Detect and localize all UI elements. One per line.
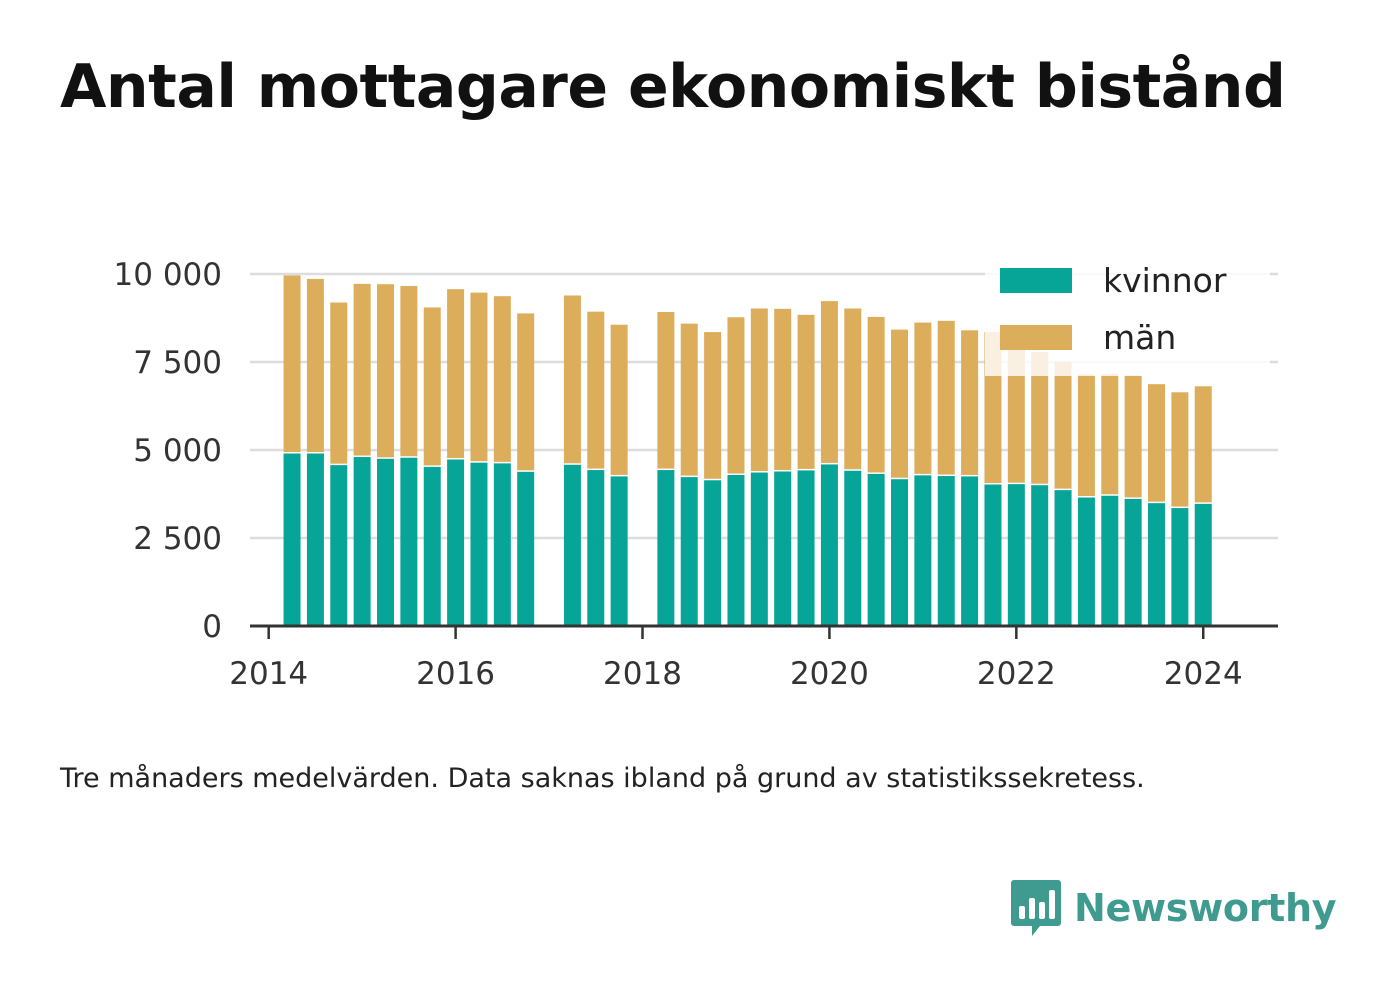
y-tick-label: 0 [202, 609, 222, 645]
bar-kvinnor [657, 470, 675, 625]
bar-kvinnor [610, 476, 628, 625]
bar-män [353, 283, 371, 456]
bar-män [283, 275, 301, 453]
bar-män [587, 311, 605, 469]
bar-kvinnor [587, 470, 605, 625]
bar-kvinnor [1077, 497, 1095, 625]
bar-kvinnor [750, 472, 768, 625]
bar-kvinnor [1148, 503, 1166, 625]
bar-män [1124, 375, 1142, 498]
bar-kvinnor [984, 484, 1002, 625]
bars [283, 275, 1212, 625]
bar-män [1101, 373, 1119, 495]
chart-caption: Tre månaders medelvärden. Data saknas ib… [60, 763, 1145, 794]
bar-män [1194, 386, 1212, 503]
bar-män [493, 296, 511, 462]
bar-män [727, 317, 745, 474]
bar-kvinnor [844, 470, 862, 625]
x-tick-label: 2022 [977, 656, 1056, 692]
bar-män [844, 308, 862, 470]
bar-kvinnor [563, 464, 581, 625]
page-title: Antal mottagare ekonomiskt bistånd [60, 52, 1286, 122]
bar-män [400, 285, 418, 457]
bar-kvinnor [1101, 495, 1119, 625]
bar-män [937, 320, 955, 475]
bar-kvinnor [891, 479, 909, 625]
bar-män [774, 308, 792, 470]
bar-kvinnor [517, 471, 535, 625]
bar-kvinnor [774, 471, 792, 625]
y-tick-label: 7 500 [133, 345, 222, 381]
bar-kvinnor [353, 457, 371, 625]
bar-män [330, 302, 348, 464]
bar-kvinnor [423, 466, 441, 625]
bar-män [750, 308, 768, 472]
bar-kvinnor [961, 476, 979, 625]
bar-kvinnor [1124, 498, 1142, 625]
bar-män [820, 301, 838, 463]
bar-män [797, 314, 815, 469]
bar-kvinnor [283, 453, 301, 625]
bar-kvinnor [680, 477, 698, 625]
legend: kvinnor män [985, 252, 1270, 376]
y-tick-label: 2 500 [133, 521, 222, 557]
bar-kvinnor [1054, 490, 1072, 625]
bar-kvinnor [400, 457, 418, 625]
bar-kvinnor [937, 476, 955, 625]
bar-kvinnor [727, 474, 745, 625]
bar-män [1054, 361, 1072, 489]
x-tick-label: 2020 [790, 656, 869, 692]
bar-kvinnor [914, 475, 932, 625]
bar-män [1007, 340, 1025, 483]
bar-män [377, 284, 395, 458]
bar-kvinnor [704, 480, 722, 625]
legend-swatch-män [1000, 325, 1072, 350]
bar-män [680, 323, 698, 476]
bar-män [610, 324, 628, 475]
bar-kvinnor [820, 464, 838, 625]
bar-kvinnor [306, 453, 324, 625]
bar-män [423, 307, 441, 466]
bar-män [470, 292, 488, 462]
bar-kvinnor [447, 459, 465, 625]
x-tick-label: 2018 [603, 656, 682, 692]
x-tick-label: 2016 [416, 656, 495, 692]
bar-män [563, 295, 581, 464]
legend-label-män: män [1103, 318, 1176, 357]
brand-logo: Newsworthy [1010, 878, 1337, 938]
bar-män [657, 312, 675, 469]
bar-kvinnor [797, 470, 815, 625]
bar-kvinnor [1007, 484, 1025, 625]
bar-kvinnor [377, 458, 395, 625]
x-tick-label: 2014 [229, 656, 308, 692]
axes: 0 2 500 5 000 7 500 10 000 2014 2016 2018 2020 20… [114, 257, 1278, 692]
y-tick-label: 10 000 [114, 257, 222, 293]
bar-män [914, 322, 932, 474]
bar-kvinnor [1031, 485, 1049, 625]
bar-kvinnor [493, 463, 511, 625]
brand-name: Newsworthy [1074, 886, 1337, 930]
bar-män [306, 278, 324, 453]
bar-män [1148, 384, 1166, 502]
bar-kvinnor [1194, 503, 1212, 625]
bar-män [517, 313, 535, 471]
stacked-bar-chart: 0 2 500 5 000 7 500 10 000 2014 2016 2018 2020 20… [113, 252, 1278, 692]
bar-män [961, 330, 979, 475]
bar-kvinnor [1171, 508, 1189, 625]
bar-män [1031, 352, 1049, 484]
legend-label-kvinnor: kvinnor [1103, 261, 1227, 300]
bar-män [704, 332, 722, 479]
bar-män [891, 329, 909, 478]
bar-chart-logo-icon [1011, 880, 1061, 936]
bar-män [1171, 392, 1189, 507]
bar-män [867, 316, 885, 473]
bar-män [447, 289, 465, 459]
bar-kvinnor [470, 462, 488, 625]
bar-kvinnor [330, 465, 348, 625]
x-tick-label: 2024 [1164, 656, 1243, 692]
y-tick-label: 5 000 [133, 433, 222, 469]
bar-kvinnor [867, 473, 885, 625]
legend-swatch-kvinnor [1000, 268, 1072, 293]
bar-män [1077, 374, 1095, 497]
